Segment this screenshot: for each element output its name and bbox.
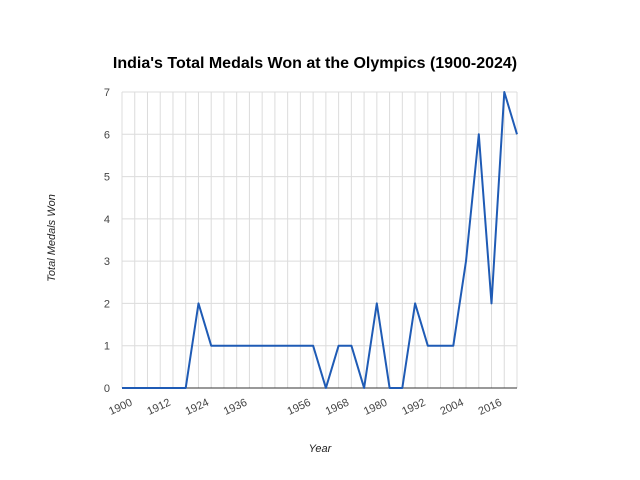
x-tick-label: 2004: [438, 397, 465, 418]
x-tick-label: 1936: [222, 397, 249, 418]
x-tick-label: 1992: [400, 397, 427, 418]
series-line: [122, 91, 518, 389]
x-tick-label: 1980: [362, 397, 389, 418]
y-axis-label: Total Medals Won: [46, 194, 58, 282]
y-tick-label: 6: [104, 129, 110, 141]
y-tick-label: 7: [104, 87, 110, 99]
y-tick-label: 5: [104, 172, 110, 184]
y-tick-label: 4: [104, 214, 110, 226]
y-tick-label: 2: [104, 298, 110, 310]
x-tick-label: 1968: [324, 397, 351, 418]
x-tick-label: 2016: [477, 397, 504, 418]
x-tick-label: 1924: [184, 397, 211, 418]
y-tick-label: 1: [104, 341, 110, 353]
x-tick-label: 1900: [107, 397, 134, 418]
y-axis-ticks: 0 1 2 3 4 5 6 7: [104, 87, 110, 395]
x-axis-ticks: 1900 1912 1924 1936 1956 1968 1980 1992 2004 2016: [107, 397, 504, 418]
x-axis-label: Year: [309, 443, 333, 455]
grid: [121, 91, 518, 388]
x-tick-label: 1912: [145, 397, 172, 418]
y-tick-label: 3: [104, 256, 110, 268]
y-tick-label: 0: [104, 383, 110, 395]
chart-title: India's Total Medals Won at the Olympics…: [113, 55, 517, 72]
x-tick-label: 1956: [285, 397, 312, 418]
